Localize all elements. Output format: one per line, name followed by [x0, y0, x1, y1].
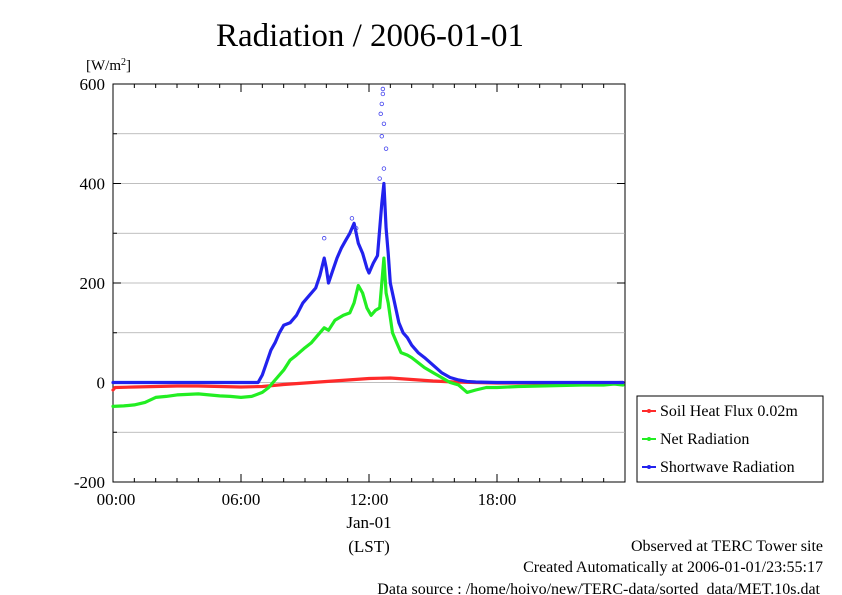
axis-ticks: -200 0 200 400 600 00:00 06:00 12:00 18:00 — [74, 75, 626, 509]
legend-marker-2 — [647, 465, 651, 469]
shortwave-outlier-point — [378, 111, 383, 117]
shortwave-outlier-point — [380, 91, 386, 97]
series-line-1 — [111, 256, 625, 408]
footer-line-3: Data source : /home/hoivo/new/TERC-data/… — [377, 581, 820, 595]
footer-line-1: Observed at TERC Tower site — [631, 538, 823, 555]
shortwave-outlier-point — [381, 166, 387, 171]
shortwave-outlier-point — [354, 226, 359, 231]
y-axis-unit-label: [W/m2] — [86, 57, 131, 74]
legend-box — [636, 395, 824, 483]
legend-label-1: Net Radiation — [660, 431, 749, 448]
y-tick-label: 600 — [80, 75, 106, 94]
shortwave-outlier-point — [349, 216, 355, 221]
y-tick-label: 200 — [80, 274, 106, 293]
legend: Soil Heat Flux 0.02m Net Radiation Shortwa… — [636, 395, 824, 483]
x-tick-label: 00:00 — [97, 490, 136, 509]
shortwave-outlier-point — [322, 236, 327, 241]
shortwave-outlier-point — [383, 146, 389, 151]
shortwave-outlier-point — [377, 176, 382, 181]
shortwave-outlier-point — [379, 134, 384, 139]
y-tick-label: 400 — [80, 175, 106, 194]
legend-marker-0 — [647, 409, 651, 413]
x-date-label: Jan-01 — [346, 513, 391, 532]
footer: Observed at TERC Tower site Created Auto… — [377, 538, 823, 595]
y-tick-label: -200 — [74, 473, 105, 492]
x-tick-label: 18:00 — [478, 490, 517, 509]
x-tick-label: 12:00 — [350, 490, 389, 509]
legend-label-0: Soil Heat Flux 0.02m — [660, 403, 798, 420]
series-line-2 — [111, 181, 625, 385]
shortwave-outlier-point — [381, 121, 387, 126]
series-lines — [111, 86, 625, 408]
shortwave-outlier-point — [380, 86, 386, 92]
footer-line-2: Created Automatically at 2006-01-01/23:5… — [523, 559, 823, 576]
chart-title: Radiation / 2006-01-01 — [216, 18, 524, 54]
x-tick-label: 06:00 — [222, 490, 261, 509]
legend-label-2: Shortwave Radiation — [660, 459, 795, 476]
legend-marker-1 — [647, 437, 651, 441]
x-axis-label: (LST) — [348, 537, 390, 556]
shortwave-outlier-point — [379, 101, 384, 107]
y-tick-label: 0 — [97, 374, 106, 393]
